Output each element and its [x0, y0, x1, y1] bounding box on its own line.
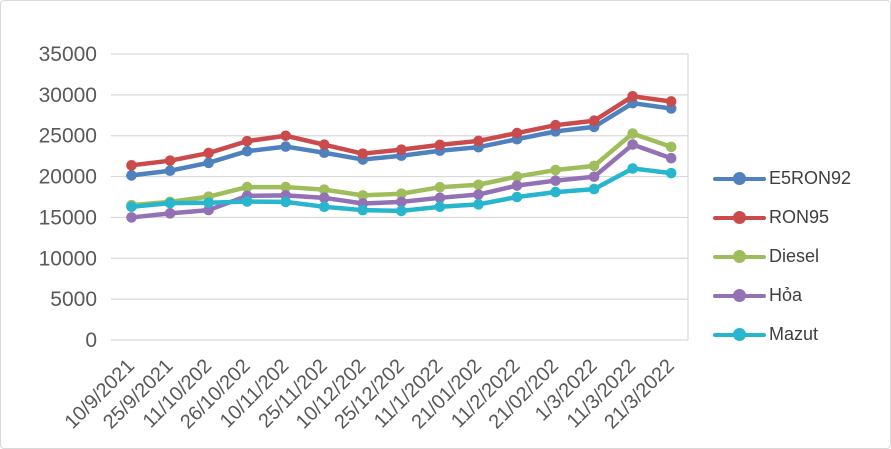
y-axis-tick-label: 35000	[39, 43, 97, 66]
data-point-Mazut	[164, 197, 176, 209]
data-point-E5RON92	[126, 170, 137, 181]
data-point-Mazut	[396, 205, 407, 217]
data-point-E5RON92	[241, 145, 253, 157]
y-axis-tick-label: 5000	[50, 288, 97, 311]
data-point-Hỏa	[164, 208, 176, 219]
legend-item-RON95: RON95	[713, 198, 851, 237]
data-point-Diesel	[396, 188, 407, 200]
legend-marker-dot	[733, 172, 746, 185]
data-point-RON95	[511, 127, 523, 139]
legend-marker-dot	[733, 289, 746, 302]
data-point-RON95	[280, 130, 292, 142]
data-point-Mazut	[126, 201, 137, 213]
data-point-Hỏa	[473, 189, 484, 200]
data-point-Diesel	[588, 160, 600, 172]
data-point-RON95	[164, 155, 176, 166]
data-point-Hỏa	[627, 139, 638, 150]
data-point-RON95	[473, 135, 484, 147]
data-point-Hỏa	[396, 196, 407, 208]
legend-item-Hỏa: Hỏa	[713, 276, 851, 315]
data-point-RON95	[588, 115, 600, 127]
data-point-E5RON92	[280, 141, 292, 152]
data-point-RON95	[318, 139, 330, 150]
data-point-RON95	[126, 160, 137, 171]
y-axis-tick-label: 30000	[39, 84, 97, 107]
data-point-RON95	[203, 147, 214, 159]
data-point-Mazut	[665, 167, 677, 179]
data-point-Diesel	[627, 128, 638, 139]
data-point-RON95	[241, 135, 253, 147]
data-point-Mazut	[434, 201, 446, 213]
data-point-Mazut	[203, 197, 214, 209]
y-axis-tick-label: 0	[85, 329, 97, 352]
data-point-Diesel	[665, 141, 677, 153]
data-point-RON95	[396, 144, 407, 155]
data-point-E5RON92	[318, 147, 330, 159]
data-point-Diesel	[511, 171, 523, 182]
legend-marker-dot	[733, 211, 746, 224]
data-point-Hỏa	[203, 204, 214, 216]
data-point-RON95	[357, 148, 369, 159]
data-point-RON95	[434, 139, 446, 151]
data-point-Hỏa	[434, 192, 446, 204]
legend-line-marker-icon	[713, 250, 766, 263]
legend-line-marker-icon	[713, 328, 766, 341]
data-point-Diesel	[318, 184, 330, 195]
data-point-RON95	[665, 96, 677, 107]
legend-label: Mazut	[769, 324, 819, 344]
legend-item-Mazut: Mazut	[713, 315, 851, 354]
data-point-Diesel	[280, 181, 292, 193]
legend-item-Diesel: Diesel	[713, 237, 851, 276]
y-axis-tick-label: 25000	[39, 125, 97, 148]
legend-line-marker-icon	[713, 289, 766, 302]
data-point-Mazut	[550, 186, 561, 198]
legend-label: RON95	[769, 207, 830, 227]
data-point-Mazut	[318, 201, 330, 213]
data-point-Mazut	[473, 199, 484, 210]
data-point-Hỏa	[588, 171, 600, 183]
data-point-Hỏa	[126, 212, 137, 223]
y-axis-tick-label: 15000	[39, 206, 97, 229]
data-point-Mazut	[627, 163, 638, 174]
data-point-Diesel	[434, 181, 446, 193]
data-point-RON95	[627, 90, 638, 102]
data-point-E5RON92	[164, 165, 176, 177]
legend-label: Hỏa	[769, 285, 803, 305]
legend-item-E5RON92: E5RON92	[713, 159, 851, 198]
data-point-RON95	[550, 119, 561, 131]
legend-marker-dot	[733, 250, 746, 263]
data-point-Hỏa	[550, 175, 561, 186]
chart-legend: E5RON92 RON95 Diesel Hỏa Mazut	[713, 159, 851, 354]
data-point-Hỏa	[318, 192, 330, 204]
data-point-Diesel	[473, 179, 484, 191]
data-point-Hỏa	[511, 180, 523, 191]
y-axis-tick-label: 20000	[39, 166, 97, 189]
legend-label: E5RON92	[769, 168, 852, 188]
data-point-E5RON92	[203, 157, 214, 169]
data-point-Mazut	[241, 196, 253, 207]
legend-marker-dot	[733, 328, 746, 341]
legend-label: Diesel	[769, 246, 820, 266]
legend-line-marker-icon	[713, 172, 766, 185]
data-point-Hỏa	[665, 152, 677, 164]
data-point-Diesel	[550, 164, 561, 176]
data-point-Mazut	[357, 204, 369, 216]
data-point-Diesel	[357, 190, 369, 201]
data-point-Mazut	[511, 191, 523, 203]
data-point-Mazut	[588, 183, 600, 195]
legend-line-marker-icon	[713, 211, 766, 224]
data-point-Diesel	[241, 181, 253, 193]
y-axis-tick-label: 10000	[39, 247, 97, 270]
data-point-Mazut	[280, 196, 292, 208]
